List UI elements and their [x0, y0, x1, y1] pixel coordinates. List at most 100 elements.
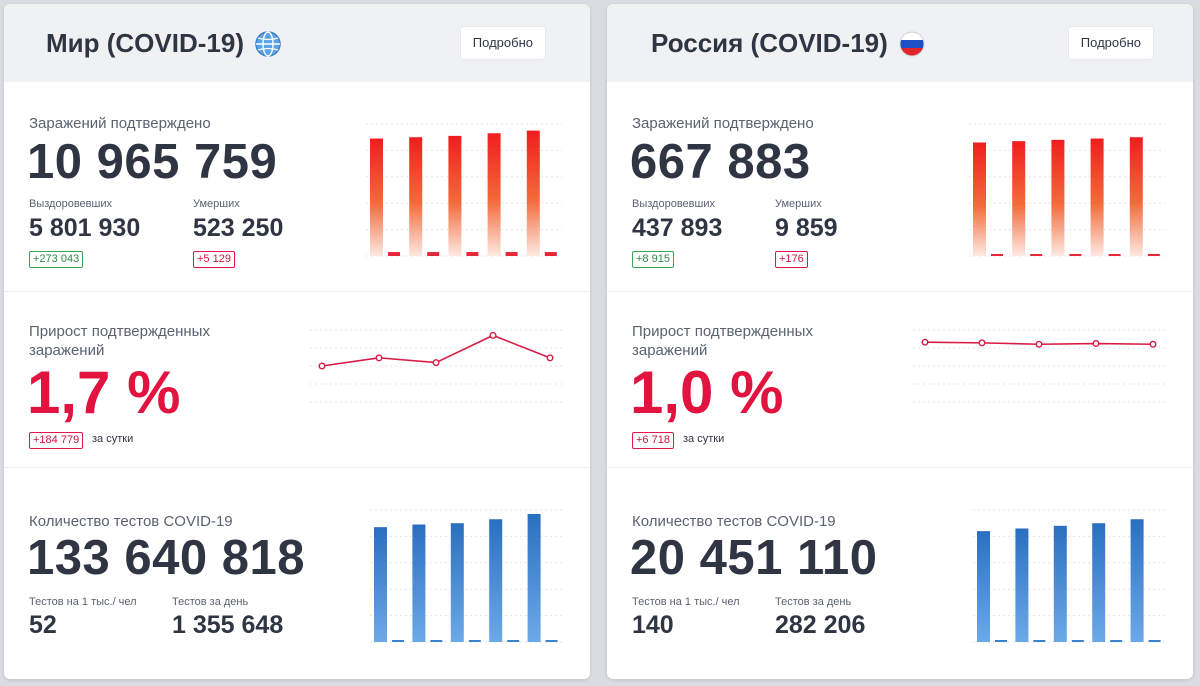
- tests-section: Количество тестов COVID-19 20 451 110 Те…: [607, 468, 1193, 679]
- tests-section: Количество тестов COVID-19 133 640 818 Т…: [4, 468, 590, 679]
- bar-daily: [388, 252, 400, 256]
- bar-total: [527, 513, 541, 642]
- growth-point: [1149, 340, 1157, 348]
- tests-per-day-label: Тестов за день: [172, 596, 249, 608]
- card-header: Россия (COVID-19) Подробно: [607, 4, 1193, 82]
- growth-section: Прирост подтвержденных заражений 1,0 % +…: [607, 292, 1193, 468]
- bar-total: [370, 138, 383, 256]
- russia-card: Россия (COVID-19) Подробно Заражений под…: [607, 4, 1193, 679]
- bar-total: [487, 133, 501, 256]
- recovered-delta-badge: +8 915: [632, 251, 674, 268]
- growth-label-line2: заражений: [632, 342, 708, 359]
- recovered-label: Выздоровевших: [29, 198, 112, 210]
- tests-value: 133 640 818: [27, 531, 305, 585]
- growth-delta-suffix: за сутки: [683, 433, 725, 445]
- bar-daily: [427, 252, 440, 256]
- tests-value: 20 451 110: [630, 531, 878, 585]
- bar-daily: [392, 640, 404, 642]
- globe-icon: [254, 30, 282, 58]
- tests-per-day-value: 282 206: [775, 611, 866, 639]
- growth-percent: 1,0 %: [630, 359, 784, 426]
- bar-daily: [1030, 254, 1043, 256]
- bar-total: [1053, 525, 1067, 642]
- growth-point: [375, 354, 383, 362]
- bar-total: [1129, 137, 1143, 256]
- bar-daily: [505, 252, 518, 256]
- deaths-delta-badge: +5 129: [193, 251, 235, 268]
- tests-per-day-value: 1 355 648: [172, 611, 284, 639]
- tests-per-thousand-label: Тестов на 1 тыс./ чел: [29, 596, 137, 608]
- bar-total: [489, 519, 503, 642]
- growth-label: Прирост подтвержденных заражений: [29, 322, 210, 360]
- confirmed-section: Заражений подтверждено 10 965 759 Выздор…: [4, 82, 590, 292]
- confirmed-value: 667 883: [630, 135, 811, 189]
- deaths-value: 523 250: [193, 214, 284, 242]
- tests-label: Количество тестов COVID-19: [632, 513, 836, 530]
- bar-daily: [1147, 254, 1160, 256]
- growth-point: [432, 359, 440, 367]
- world-card: Мир (COVID-19) Подробно Заражений подтве…: [4, 4, 590, 679]
- bar-daily: [1071, 640, 1084, 642]
- recovered-label: Выздоровевших: [632, 198, 715, 210]
- growth-section: Прирост подтвержденных заражений 1,7 % +…: [4, 292, 590, 468]
- growth-point: [978, 339, 986, 347]
- recovered-delta-badge: +273 043: [29, 251, 84, 268]
- growth-point: [318, 362, 326, 370]
- russian-flag-icon: [898, 30, 926, 58]
- card-title-text: Россия (COVID-19): [651, 28, 888, 58]
- bar-total: [1130, 519, 1144, 642]
- bar-total: [977, 531, 990, 642]
- bar-daily: [1033, 640, 1046, 642]
- card-header: Мир (COVID-19) Подробно: [4, 4, 590, 82]
- details-button[interactable]: Подробно: [459, 26, 546, 60]
- tests-per-day-label: Тестов за день: [775, 596, 852, 608]
- bar-daily: [1148, 640, 1161, 642]
- growth-line-chart: [310, 329, 562, 403]
- confirmed-bar-chart: [366, 123, 562, 257]
- bar-daily: [468, 640, 481, 642]
- bar-total: [448, 135, 462, 256]
- bar-total: [973, 142, 986, 256]
- growth-point: [489, 331, 497, 339]
- recovered-value: 437 893: [632, 214, 723, 242]
- tests-bar-chart: [973, 509, 1165, 643]
- bar-total: [1092, 523, 1106, 642]
- bar-daily: [545, 640, 558, 642]
- details-button[interactable]: Подробно: [1067, 26, 1154, 60]
- growth-point: [1035, 340, 1043, 348]
- confirmed-label: Заражений подтверждено: [29, 115, 211, 132]
- bar-total: [409, 137, 423, 256]
- bar-total: [526, 130, 540, 256]
- bar-daily: [430, 640, 443, 642]
- bar-total: [450, 523, 464, 642]
- growth-label-line2: заражений: [29, 342, 105, 359]
- deaths-value: 9 859: [775, 214, 838, 242]
- bar-total: [1051, 139, 1065, 256]
- growth-point: [546, 354, 554, 362]
- growth-percent: 1,7 %: [27, 359, 181, 426]
- bar-daily: [507, 640, 520, 642]
- bar-daily: [1110, 640, 1123, 642]
- tests-bar-chart: [370, 509, 562, 643]
- bar-daily: [995, 640, 1007, 642]
- tests-per-thousand-value: 52: [29, 611, 57, 639]
- growth-label-line1: Прирост подтвержденных: [632, 323, 813, 340]
- bar-daily: [466, 252, 479, 256]
- growth-line-chart: [913, 329, 1165, 403]
- bar-daily: [1108, 254, 1121, 256]
- growth-label-line1: Прирост подтвержденных: [29, 323, 210, 340]
- growth-point: [1092, 340, 1100, 348]
- card-title: Мир (COVID-19): [46, 28, 282, 59]
- growth-label: Прирост подтвержденных заражений: [632, 322, 813, 360]
- deaths-delta-badge: +176: [775, 251, 808, 268]
- bar-daily: [544, 252, 557, 256]
- confirmed-value: 10 965 759: [27, 135, 278, 189]
- growth-point: [921, 338, 929, 346]
- confirmed-bar-chart: [969, 123, 1165, 257]
- tests-label: Количество тестов COVID-19: [29, 513, 233, 530]
- card-title: Россия (COVID-19): [651, 28, 926, 59]
- deaths-label: Умерших: [193, 198, 240, 210]
- growth-delta-badge: +6 718: [632, 432, 674, 449]
- bar-total: [412, 524, 426, 642]
- recovered-value: 5 801 930: [29, 214, 141, 242]
